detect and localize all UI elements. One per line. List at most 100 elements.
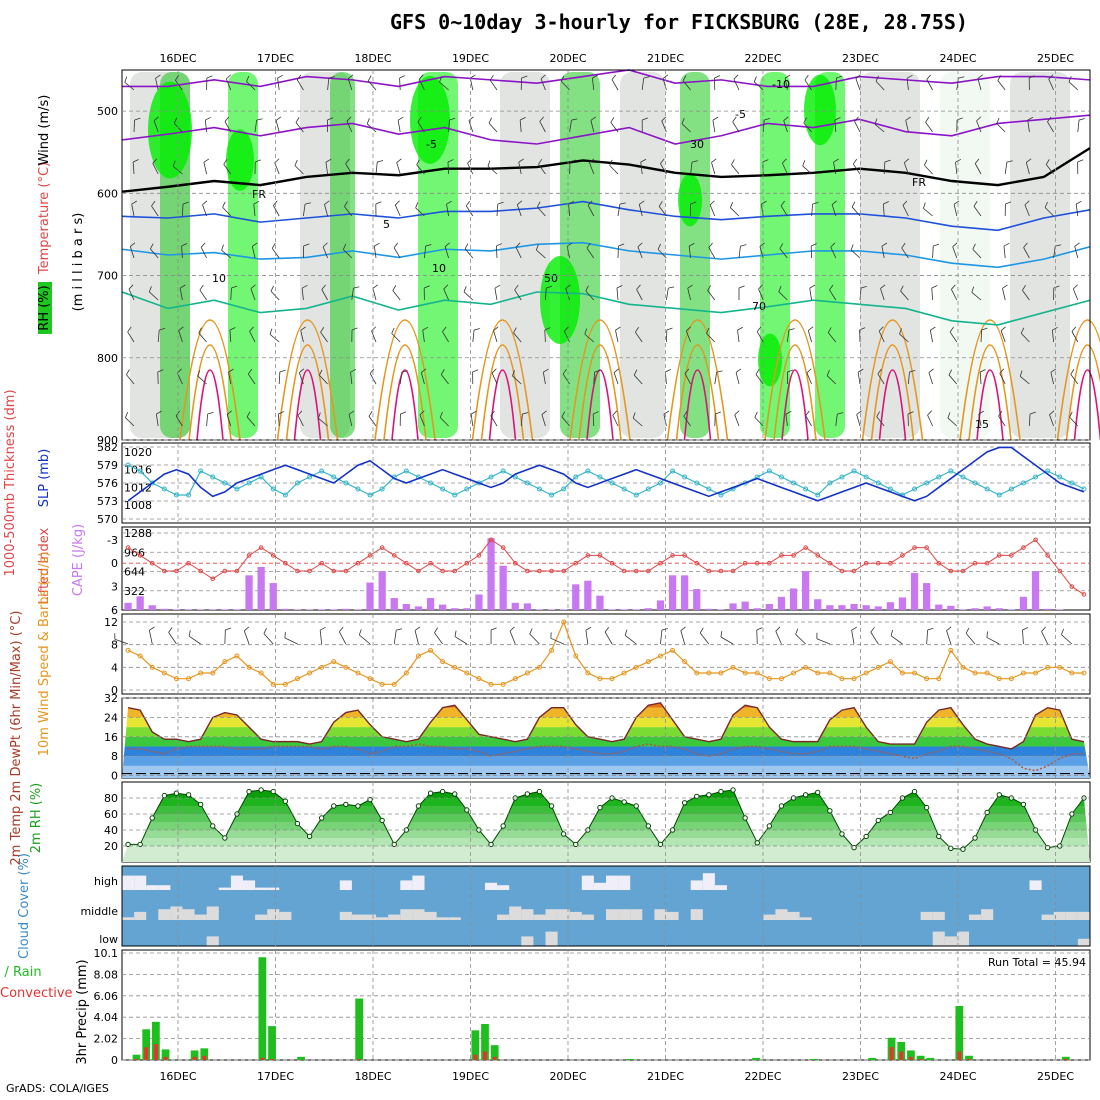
- rh-band: [122, 782, 1090, 790]
- wind-speed-point: [1057, 664, 1063, 670]
- thickness-point: [137, 468, 143, 474]
- surface-wind-barb: [319, 630, 323, 645]
- wind-barb: [200, 247, 207, 259]
- precip-total-bar: [190, 1050, 199, 1060]
- wind-barb-flag: [270, 285, 274, 292]
- wind-speed-point: [149, 664, 155, 670]
- wind-speed-point: [766, 676, 772, 682]
- wind-barb: [346, 120, 353, 133]
- lifted-tick-label: 6: [111, 604, 118, 617]
- wind-barb-flag: [443, 284, 449, 290]
- precip-legend-total: Total / Rain: [0, 965, 42, 980]
- lifted-index-point: [452, 568, 458, 574]
- lifted-index-point: [839, 568, 845, 574]
- temp-axis-label: 2m Temp 2m DewPt (6hr Min/Max) (°C): [9, 611, 24, 866]
- cloud-high-cell: [158, 885, 171, 890]
- surface-wind-barb: [148, 630, 153, 645]
- wind-barb-flag: [753, 76, 757, 83]
- contour-label: 30: [690, 138, 704, 151]
- thickness-axis-label: 1000-500mb Thickness (dm): [3, 389, 18, 576]
- wind-barb-flag: [1047, 116, 1052, 122]
- rh-shade: [500, 72, 550, 438]
- wind-barb-flag: [1027, 116, 1034, 121]
- lifted-index-point: [404, 560, 409, 566]
- wind-axis-label: 10m Wind Speed & Barbs (m/s): [37, 552, 52, 757]
- rh-point: [573, 841, 579, 848]
- wind-speed-point: [657, 653, 663, 659]
- wind-barb-flag: [134, 117, 141, 121]
- wind-barb-flag: [348, 410, 355, 415]
- contour-label: 15: [975, 418, 989, 431]
- wind-barb-flag: [594, 369, 601, 373]
- lifted-tick-label: -3: [107, 534, 118, 547]
- wind-barb: [615, 330, 619, 343]
- rh-point: [815, 789, 821, 796]
- wind-barb-flag: [535, 244, 539, 251]
- surface-wind-barb: [851, 630, 855, 645]
- thickness-point: [597, 474, 603, 480]
- surface-wind-barb-flag: [624, 629, 628, 636]
- wind-barb: [690, 162, 693, 175]
- wind-barb-flag: [319, 369, 323, 376]
- wind-barb-flag: [830, 242, 836, 248]
- wind-barb: [399, 372, 403, 385]
- cape-bar: [136, 596, 144, 610]
- wind-barb: [826, 375, 837, 385]
- wind-speed-point: [791, 670, 797, 676]
- cape-bar: [451, 608, 459, 610]
- rh-point: [367, 796, 373, 803]
- thickness-point: [464, 486, 470, 492]
- rh-point: [730, 787, 736, 793]
- cloud-high-cell: [255, 887, 268, 890]
- rh-point: [802, 792, 809, 798]
- wind-speed-point: [415, 653, 421, 659]
- wind-barb: [687, 288, 691, 301]
- wind-barb-flag: [156, 410, 162, 415]
- wind-barb-flag: [925, 117, 930, 123]
- wind-barb-flag: [473, 328, 480, 331]
- lifted-index-point: [549, 568, 554, 574]
- thickness-point: [924, 480, 930, 486]
- thickness-point: [609, 480, 615, 486]
- contour-label: 5: [383, 218, 390, 231]
- cloud-middle-cell: [339, 911, 352, 920]
- cape-bar: [741, 601, 749, 610]
- surface-wind-barb-flag: [509, 626, 515, 632]
- wind-barb: [278, 371, 281, 385]
- wind-barb: [324, 204, 328, 217]
- wind-barb: [805, 415, 812, 427]
- bottom-date-label: 25DEC: [1037, 1070, 1074, 1083]
- wind-barb-flag: [513, 327, 517, 333]
- surface-wind-barb-flag: [414, 626, 421, 631]
- wind-barb-flag: [226, 74, 231, 80]
- wind-barb-flag: [996, 117, 1000, 124]
- wind-barb-flag: [999, 368, 1005, 374]
- cloud-high-cell: [1029, 880, 1042, 890]
- wind-barb-flag: [955, 158, 962, 163]
- rh-shade: [330, 72, 355, 438]
- cloud-high-cell: [243, 880, 256, 890]
- lifted-index-point: [1009, 553, 1014, 558]
- wind-barb-flag: [517, 200, 523, 205]
- precip-total-bar: [752, 1057, 760, 1060]
- wind-barb: [1077, 120, 1080, 133]
- wind-barb-flag: [909, 369, 916, 373]
- cape-bar: [620, 609, 628, 610]
- wind-barb: [127, 331, 135, 343]
- lifted-index-point: [331, 568, 337, 574]
- rh-point: [258, 787, 264, 793]
- surface-wind-barb: [965, 633, 976, 645]
- surface-wind-barb-flag: [585, 626, 592, 631]
- wind-barb: [561, 416, 570, 427]
- wind-barb-flag: [342, 243, 347, 250]
- wind-barb: [1003, 246, 1006, 259]
- wind-barb-flag: [223, 159, 228, 165]
- thickness-point: [912, 486, 918, 492]
- wind-barb: [569, 120, 572, 133]
- rh-core: [410, 76, 450, 164]
- precip-convective-bar: [144, 1047, 149, 1060]
- wind-barb: [175, 80, 183, 91]
- wind-barb-flag: [277, 74, 283, 79]
- cloud-middle-cell: [799, 917, 812, 920]
- precip-total-bar: [626, 1058, 635, 1060]
